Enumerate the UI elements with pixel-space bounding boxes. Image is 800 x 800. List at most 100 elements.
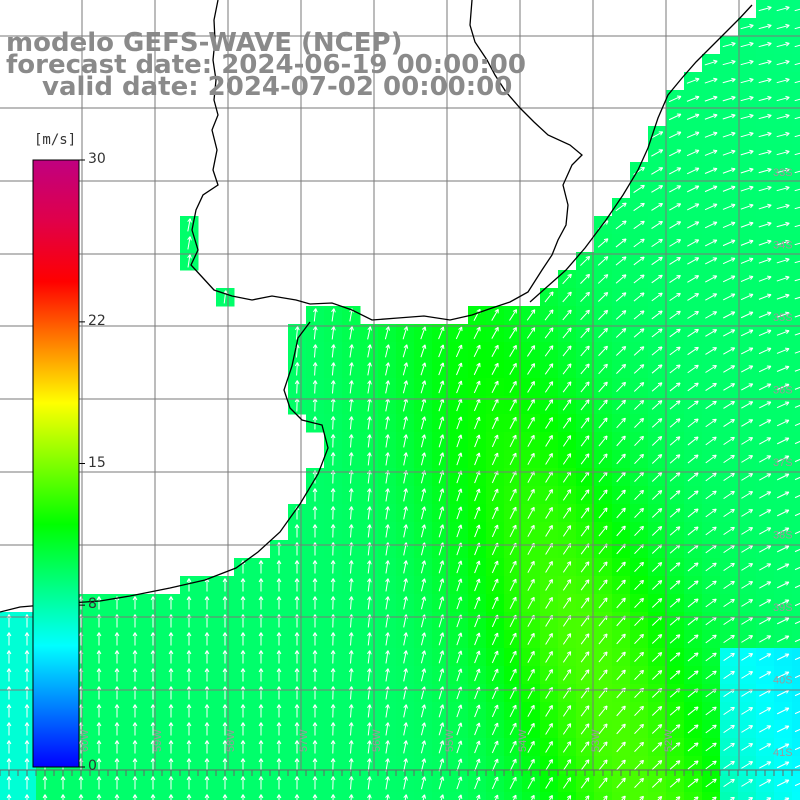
wind-arrow bbox=[545, 705, 553, 717]
wind-cell bbox=[576, 792, 595, 800]
wind-arrow bbox=[758, 23, 772, 30]
wind-cell bbox=[792, 468, 800, 487]
wind-arrow bbox=[385, 488, 390, 502]
wind-arrow bbox=[723, 401, 735, 409]
wind-arrow bbox=[473, 380, 481, 394]
wind-arrow bbox=[704, 113, 718, 120]
wind-arrow bbox=[794, 332, 800, 336]
wind-arrow bbox=[598, 525, 608, 537]
wind-arrow bbox=[330, 488, 336, 502]
wind-arrow bbox=[705, 670, 717, 680]
wind-cell bbox=[792, 612, 800, 631]
wind-arrow bbox=[598, 759, 608, 771]
wind-arrow bbox=[456, 650, 463, 664]
wind-arrow bbox=[367, 452, 372, 466]
wind-arrow bbox=[722, 221, 736, 229]
wind-arrow bbox=[740, 347, 754, 355]
wind-arrow bbox=[403, 794, 408, 800]
wind-arrow bbox=[616, 507, 626, 519]
wind-arrow bbox=[794, 548, 800, 553]
wind-arrow bbox=[794, 782, 800, 787]
wind-arrow bbox=[651, 310, 663, 320]
wind-arrow bbox=[562, 759, 572, 771]
wind-arrow bbox=[403, 416, 409, 430]
wind-arrow bbox=[545, 687, 553, 699]
wind-arrow bbox=[740, 239, 754, 246]
wind-arrow bbox=[794, 170, 800, 174]
wind-arrow bbox=[723, 508, 735, 518]
wind-arrow bbox=[634, 417, 645, 428]
wind-arrow bbox=[330, 632, 336, 646]
wind-arrow bbox=[6, 668, 12, 682]
wind-arrow bbox=[474, 560, 481, 574]
wind-arrow bbox=[794, 98, 800, 102]
wind-arrow bbox=[294, 722, 300, 736]
wind-arrow bbox=[385, 434, 390, 448]
wind-arrow bbox=[349, 362, 354, 376]
wind-arrow bbox=[402, 344, 409, 358]
wind-arrow bbox=[367, 722, 372, 736]
wind-arrow bbox=[668, 113, 682, 121]
wind-arrow bbox=[634, 471, 644, 483]
wind-arrow bbox=[794, 710, 800, 715]
wind-arrow bbox=[729, 796, 735, 800]
wind-cell bbox=[792, 90, 800, 109]
wind-arrow bbox=[312, 326, 318, 340]
wind-arrow bbox=[491, 524, 499, 538]
wind-cell bbox=[792, 36, 800, 55]
wind-arrow bbox=[794, 602, 800, 607]
wind-arrow bbox=[705, 454, 717, 464]
wind-arrow bbox=[633, 310, 645, 320]
wind-arrow bbox=[367, 524, 372, 538]
wind-arrow bbox=[509, 380, 517, 393]
wind-arrow bbox=[705, 742, 717, 752]
wind-arrow bbox=[258, 560, 264, 574]
wind-cell bbox=[684, 792, 703, 800]
wind-arrow bbox=[580, 723, 590, 735]
wind-arrow bbox=[168, 650, 174, 664]
wind-arrow bbox=[794, 296, 800, 300]
wind-arrow bbox=[186, 722, 192, 736]
wind-arrow bbox=[187, 254, 192, 268]
wind-arrow bbox=[222, 722, 228, 736]
wind-arrow bbox=[759, 725, 772, 733]
wind-arrow bbox=[186, 704, 192, 718]
wind-arrow bbox=[562, 417, 572, 429]
wind-arrow bbox=[723, 706, 735, 716]
wind-arrow bbox=[758, 185, 772, 192]
colorbar-tick-label: 15 bbox=[88, 454, 106, 471]
wind-arrow bbox=[527, 416, 535, 429]
wind-arrow bbox=[705, 760, 717, 770]
wind-arrow bbox=[634, 489, 644, 501]
wind-arrow bbox=[723, 311, 736, 319]
wind-arrow bbox=[348, 578, 354, 592]
wind-arrow bbox=[687, 724, 699, 734]
wind-arrow bbox=[294, 362, 300, 376]
wind-arrow bbox=[687, 670, 699, 680]
wind-arrow bbox=[527, 524, 535, 537]
wind-arrow bbox=[312, 740, 318, 754]
wind-arrow bbox=[634, 435, 644, 447]
colorbar-gradient bbox=[32, 159, 80, 768]
wind-arrow bbox=[616, 417, 626, 429]
wind-arrow bbox=[544, 345, 554, 357]
wind-arrow bbox=[759, 761, 772, 769]
wind-arrow bbox=[150, 776, 156, 790]
wind-arrow bbox=[330, 776, 336, 790]
wind-arrow bbox=[651, 364, 663, 374]
wind-arrow bbox=[687, 562, 699, 572]
wind-arrow bbox=[776, 293, 790, 300]
wind-arrow bbox=[258, 596, 264, 610]
wind-arrow bbox=[474, 578, 481, 592]
wind-arrow bbox=[722, 185, 736, 192]
wind-arrow bbox=[96, 686, 102, 700]
wind-arrow bbox=[312, 596, 318, 610]
wind-arrow bbox=[759, 617, 772, 625]
wind-arrow bbox=[474, 596, 481, 610]
wind-cell bbox=[630, 792, 649, 800]
wind-cell bbox=[738, 792, 757, 800]
wind-arrow bbox=[687, 490, 699, 500]
wind-arrow bbox=[566, 795, 572, 800]
wind-arrow bbox=[759, 419, 772, 427]
wind-arrow bbox=[723, 436, 735, 446]
